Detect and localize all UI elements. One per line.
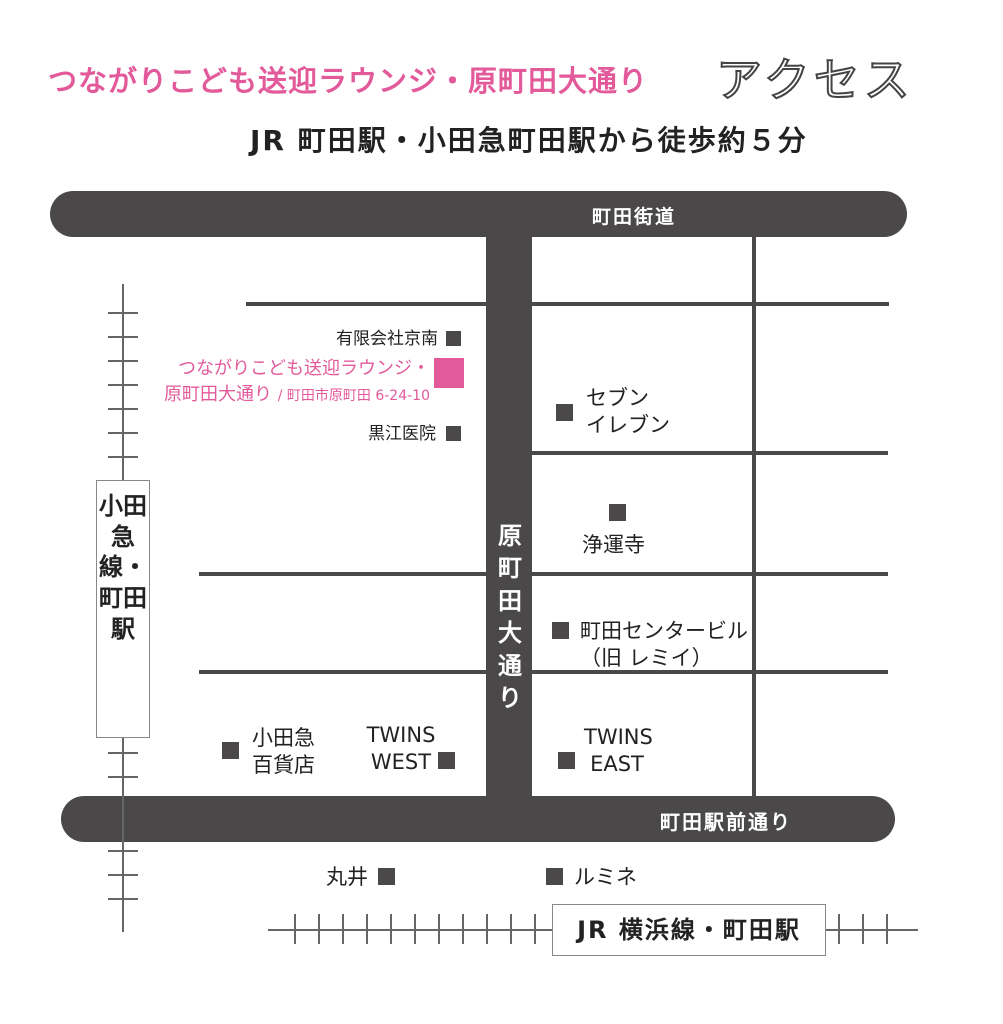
jr-rail-tie bbox=[294, 914, 296, 944]
jr-rail-tie bbox=[390, 914, 392, 944]
target-location-label: つながりこども送迎ラウンジ・ 原町田大通り / 町田市原町田 6-24-10 bbox=[145, 356, 430, 408]
street-bottom-left bbox=[199, 670, 486, 674]
access-subtitle: JR 町田駅・小田急町田駅から徒歩約５分 bbox=[250, 124, 808, 157]
page-title: つながりこども送迎ラウンジ・原町田大通り bbox=[48, 64, 649, 98]
seven-line1: セブン bbox=[586, 386, 649, 410]
odakyu-rail-tie bbox=[108, 312, 138, 314]
landmark-odakyu-dept-label: 小田急 百貨店 bbox=[252, 725, 315, 780]
target-name-line2-row: 原町田大通り / 町田市原町田 6-24-10 bbox=[145, 382, 430, 408]
target-name-line2: 原町田大通り bbox=[164, 384, 272, 406]
landmark-kuroe-marker bbox=[446, 426, 461, 441]
jr-rail-tie bbox=[366, 914, 368, 944]
landmark-twins-west-label: TWINS WEST bbox=[366, 722, 436, 777]
road-label-haramachida-odori: 原町田大通り bbox=[498, 522, 522, 712]
landmark-lumine-marker bbox=[546, 868, 563, 885]
target-name-line1: つながりこども送迎ラウンジ・ bbox=[178, 358, 430, 379]
jr-rail-tie bbox=[438, 914, 440, 944]
odakyu-station-label: 小田急線・町田駅 bbox=[96, 480, 150, 738]
landmark-twins-west-marker bbox=[438, 752, 455, 769]
jr-rail-tie bbox=[838, 914, 840, 944]
odakyu-rail-tie bbox=[108, 874, 138, 876]
landmark-center-building-label: 町田センタービル （旧 レミイ） bbox=[580, 618, 748, 673]
landmark-kuroe-label: 黒江医院 bbox=[368, 424, 436, 444]
street-mid-right bbox=[532, 451, 888, 455]
odakyu-dept-line1: 小田急 bbox=[252, 726, 315, 750]
odakyu-rail-tie bbox=[108, 898, 138, 900]
odakyu-rail-tie bbox=[108, 384, 138, 386]
center-line1: 町田センタービル bbox=[580, 619, 748, 643]
landmark-seven-eleven-marker bbox=[556, 404, 573, 421]
center-line2: （旧 レミイ） bbox=[580, 646, 713, 671]
landmark-twins-east-marker bbox=[558, 752, 575, 769]
landmark-jounji-label: 浄運寺 bbox=[582, 533, 645, 557]
landmark-keinan-marker bbox=[446, 331, 461, 346]
street-lower-right bbox=[532, 572, 888, 576]
jr-rail-tie bbox=[462, 914, 464, 944]
jr-station-label: JR 横浜線・町田駅 bbox=[552, 904, 826, 956]
odakyu-rail-tie bbox=[108, 850, 138, 852]
landmark-seven-eleven-label: セブン イレブン bbox=[586, 385, 670, 440]
landmark-marui-label: 丸井 bbox=[326, 865, 368, 889]
jr-rail-tie bbox=[342, 914, 344, 944]
jr-rail-tie bbox=[414, 914, 416, 944]
jr-rail-tie bbox=[318, 914, 320, 944]
jr-rail-tie bbox=[510, 914, 512, 944]
odakyu-dept-line2: 百貨店 bbox=[252, 753, 315, 778]
landmark-center-building-marker bbox=[552, 622, 569, 639]
road-machida-kaido bbox=[50, 191, 907, 237]
access-heading: アクセス bbox=[715, 52, 914, 108]
odakyu-rail-tie bbox=[108, 776, 138, 778]
seven-line2: イレブン bbox=[586, 413, 670, 438]
target-address: / 町田市原町田 6-24-10 bbox=[277, 388, 430, 405]
odakyu-rail-tie bbox=[108, 456, 138, 458]
odakyu-rail-tie bbox=[108, 432, 138, 434]
road-label-machida-kaido: 町田街道 bbox=[592, 206, 677, 228]
twins-east-line2: EAST bbox=[590, 752, 644, 777]
jr-rail-tie bbox=[886, 914, 888, 944]
landmark-jounji-marker bbox=[609, 504, 626, 521]
twins-east-line1: TWINS bbox=[584, 725, 653, 749]
street-bottom-right bbox=[532, 670, 888, 674]
landmark-odakyu-dept-marker bbox=[222, 742, 239, 759]
road-haramachida-odori bbox=[486, 232, 532, 798]
street-lower-left bbox=[199, 572, 486, 576]
landmark-twins-east-label: TWINS EAST bbox=[584, 724, 653, 779]
landmark-marui-marker bbox=[378, 868, 395, 885]
twins-west-line2: WEST bbox=[370, 750, 432, 775]
landmark-lumine-label: ルミネ bbox=[574, 865, 637, 889]
jr-rail-tie bbox=[534, 914, 536, 944]
twins-west-line1: TWINS bbox=[366, 723, 436, 747]
landmark-keinan-label: 有限会社京南 bbox=[336, 329, 438, 349]
street-vertical-right bbox=[752, 232, 756, 798]
odakyu-rail-tie bbox=[108, 336, 138, 338]
odakyu-rail-tie bbox=[108, 360, 138, 362]
target-location-marker bbox=[434, 358, 464, 388]
street-upper-right bbox=[532, 302, 889, 306]
jr-rail-tie bbox=[486, 914, 488, 944]
odakyu-rail-tie bbox=[108, 752, 138, 754]
odakyu-rail-tie bbox=[108, 408, 138, 410]
street-upper-left bbox=[246, 302, 486, 306]
road-ekimae-dori bbox=[61, 796, 895, 842]
road-label-ekimae-dori: 町田駅前通り bbox=[660, 810, 792, 834]
jr-rail-tie bbox=[862, 914, 864, 944]
